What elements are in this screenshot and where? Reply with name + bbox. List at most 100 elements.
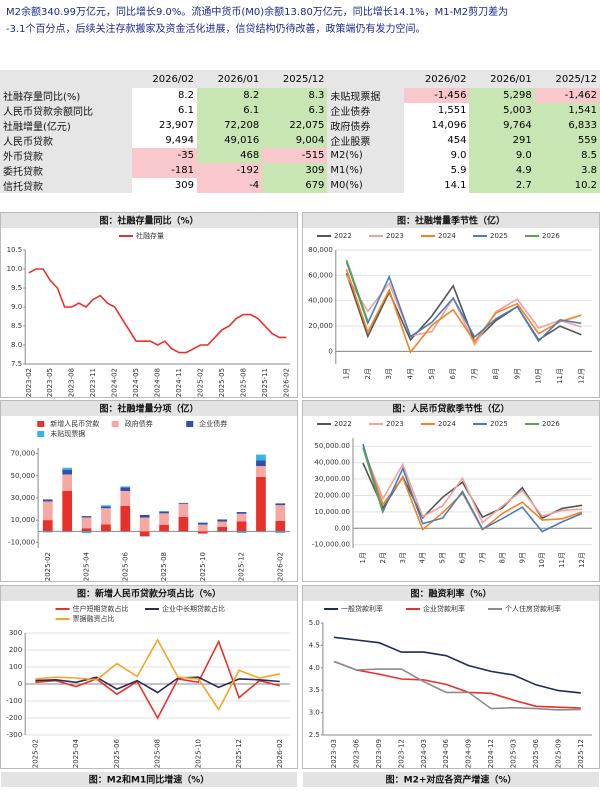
bar-segment — [217, 527, 228, 532]
title-bar — [303, 213, 599, 228]
y-tick-label: 10,000.00 — [314, 508, 350, 516]
x-tick-label: 2025-04 — [72, 738, 80, 768]
bar-segment — [275, 505, 286, 521]
legend-label: 2026 — [542, 232, 560, 240]
cell: 22,075 — [262, 118, 328, 133]
cell: 5,298 — [469, 88, 535, 103]
cell: 23,907 — [131, 118, 197, 133]
bar-segment — [197, 531, 208, 534]
y-tick-label: 20,000 — [308, 322, 333, 330]
legend-label: 住户短期贷款占比 — [73, 604, 129, 613]
legend-label: 票据融资占比 — [73, 614, 115, 623]
legend-label: 2024 — [438, 420, 456, 428]
title-bar — [303, 772, 599, 787]
x-tick-label: 2023-06 — [353, 738, 361, 768]
legend-label: 未贴现票据 — [50, 429, 85, 438]
x-tick-label: 1月 — [359, 552, 367, 563]
header-row: 2026/02 2026/01 2025/12 2026/02 2026/01 2025/… — [0, 70, 600, 88]
legend-label: 2022 — [334, 420, 352, 428]
row-label: 委托贷款 — [3, 167, 43, 178]
cell: -181 — [131, 163, 197, 178]
bar-segment — [178, 503, 189, 517]
bar-segment — [139, 536, 150, 537]
cell: 9.0 — [404, 148, 470, 163]
y-tick-label: 2.5 — [309, 731, 320, 739]
title-bar — [1, 586, 297, 601]
legend-label: 2025 — [490, 420, 508, 428]
x-tick-label: 11月 — [556, 368, 564, 384]
series-line — [35, 639, 280, 720]
series-line — [35, 638, 280, 712]
x-tick-label: 2024-03 — [420, 739, 428, 768]
x-tick-label: 2025-12 — [238, 552, 246, 581]
bar-segment — [256, 454, 266, 461]
bar-segment — [217, 521, 228, 527]
x-tick-label: 2月 — [379, 552, 387, 563]
row-label: 未贴现票据 — [330, 92, 381, 103]
cell: 8.3 — [262, 88, 328, 103]
y-tick-label: 10.5 — [7, 246, 23, 254]
bar-segment — [101, 508, 111, 525]
cell: 5,003 — [469, 103, 535, 118]
series-line — [345, 259, 369, 322]
bar-segment — [42, 531, 53, 533]
x-tick-label: 2025-03 — [510, 739, 518, 768]
y-tick-label: 200 — [9, 646, 22, 654]
series-line — [362, 443, 583, 533]
chart-title: 图：融资利率（%） — [410, 588, 491, 600]
intro-line: M2余额340.99万亿元，同比增长9.0%。流通中货币(M0)余额13.80万… — [6, 7, 509, 18]
bar-segment — [275, 531, 286, 533]
column-header: 2025/12 — [282, 73, 325, 85]
chart-title: 图：社融增量分项（亿） — [99, 403, 198, 415]
x-tick-label: 3月 — [399, 552, 407, 563]
bar-segment — [81, 516, 92, 518]
y-tick-label: 8.5 — [11, 322, 22, 330]
x-tick-label: 8月 — [498, 552, 506, 563]
y-tick-label: 4.5 — [309, 641, 320, 649]
x-tick-label: 2025-05 — [218, 368, 226, 397]
x-tick-label: 2024-06 — [442, 738, 450, 768]
bar-segment — [217, 531, 228, 533]
x-tick-label: 7月 — [471, 368, 479, 379]
cell: 14.1 — [404, 178, 470, 193]
chart-title: 图：M2和M1同比增速（%） — [89, 774, 209, 786]
bar-segment — [275, 503, 286, 506]
bar-segment — [159, 511, 169, 512]
row-label: 企业债券 — [330, 107, 371, 118]
series-line — [362, 447, 583, 524]
legend-label: 2025 — [490, 232, 508, 240]
x-tick-label: 11月 — [558, 552, 566, 568]
chart-title: 图：社融增量季节性（亿） — [397, 215, 505, 227]
bar-segment — [178, 502, 189, 504]
cell: 1,541 — [534, 103, 600, 118]
cell: 3.8 — [534, 163, 600, 178]
x-tick-label: 2025-06 — [113, 738, 121, 768]
x-tick-label: 5月 — [428, 368, 436, 379]
legend-swatch — [111, 421, 119, 427]
x-tick-label: 2023-02 — [25, 368, 33, 397]
x-tick-label: 6月 — [449, 368, 457, 379]
column-header: 2026/02 — [424, 73, 467, 85]
y-tick-label: 9.0 — [11, 303, 22, 311]
bar-segment — [101, 505, 111, 507]
series-line — [35, 676, 280, 694]
legend-label: 2026 — [542, 420, 560, 428]
panel-border — [0, 212, 298, 398]
title-bar — [303, 586, 599, 601]
cell: -4 — [196, 178, 263, 193]
y-tick-label: -200 — [6, 714, 22, 722]
y-tick-label: 50,000 — [11, 472, 36, 480]
column-header: 2026/01 — [490, 73, 532, 85]
bar-segment — [197, 523, 208, 525]
x-tick-label: 2024-08 — [154, 368, 162, 397]
bar-segment — [101, 506, 111, 509]
y-tick-label: 0 — [18, 680, 22, 688]
bar-segment — [256, 466, 266, 477]
x-tick-label: 4月 — [407, 368, 415, 379]
row-label: M0(%) — [330, 180, 363, 191]
legend-label: 2024 — [438, 232, 456, 240]
x-tick-label: 12月 — [578, 552, 586, 568]
x-tick-label: 7月 — [478, 552, 486, 563]
row-label: 政府债券 — [330, 122, 371, 133]
